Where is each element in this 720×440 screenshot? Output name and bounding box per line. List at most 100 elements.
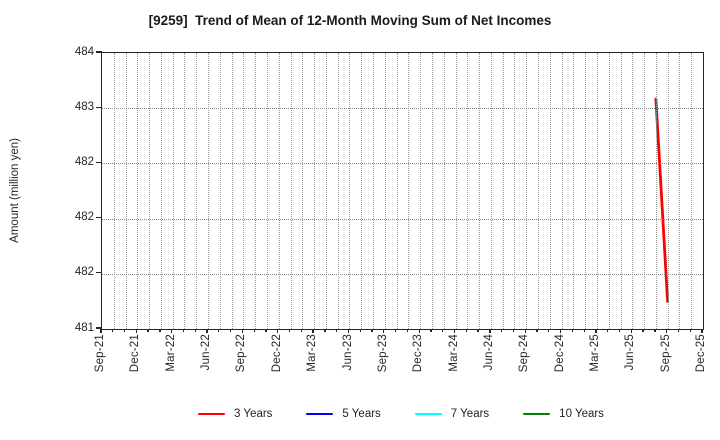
x-tick-label: Dec-23 xyxy=(412,334,425,373)
x-tick-mark xyxy=(477,329,479,332)
chart-title: [9259] Trend of Mean of 12-Month Moving … xyxy=(148,13,552,28)
x-tick-mark xyxy=(654,329,656,332)
x-tick-label: Sep-21 xyxy=(94,334,106,373)
gridline-vertical xyxy=(632,53,634,329)
y-tick-mark xyxy=(96,216,102,219)
gridline-vertical xyxy=(596,53,598,329)
gridline-vertical xyxy=(361,53,363,329)
x-tick-label: Jun-22 xyxy=(200,334,213,371)
legend-line-blue-icon xyxy=(306,412,334,416)
gridline-vertical xyxy=(208,53,210,329)
gridline-horizontal xyxy=(102,163,703,165)
gridline-vertical xyxy=(490,53,492,329)
legend-label: 10 Years xyxy=(559,408,604,420)
x-tick-mark xyxy=(489,329,491,334)
gridline-vertical xyxy=(538,53,540,329)
x-tick-mark xyxy=(288,329,291,332)
x-tick-label: Sep-23 xyxy=(376,334,389,373)
x-tick-label: Dec-25 xyxy=(695,334,707,373)
x-tick-mark xyxy=(371,329,373,332)
x-tick-label: Dec-24 xyxy=(553,334,566,373)
y-tick-label: 483 xyxy=(74,100,94,113)
gridline-vertical xyxy=(325,53,327,329)
x-tick-label: Mar-25 xyxy=(588,334,601,372)
gridline-vertical xyxy=(172,53,174,329)
gridline-vertical xyxy=(502,53,504,329)
y-tick-mark xyxy=(96,106,102,108)
x-tick-label: Jun-24 xyxy=(482,334,495,371)
gridline-vertical xyxy=(373,53,375,329)
x-tick-label: Sep-22 xyxy=(235,334,248,373)
y-tick-mark xyxy=(96,51,102,53)
x-tick-mark xyxy=(536,329,538,332)
gridline-horizontal xyxy=(102,273,703,275)
x-tick-mark xyxy=(312,329,314,334)
x-tick-mark xyxy=(265,329,267,332)
x-tick-mark xyxy=(182,329,185,332)
x-tick-mark xyxy=(277,329,279,334)
gridline-vertical xyxy=(219,53,221,329)
x-tick-mark xyxy=(112,329,114,332)
legend-line-cyan-icon xyxy=(414,412,442,416)
x-tick-mark xyxy=(383,329,385,334)
y-tick-mark xyxy=(96,161,102,164)
x-tick-mark xyxy=(618,329,621,332)
gridline-vertical xyxy=(549,53,551,329)
legend-line-green-icon xyxy=(523,412,551,416)
gridline-vertical xyxy=(266,53,268,329)
gridline-vertical xyxy=(349,53,351,329)
x-tick-mark xyxy=(194,329,196,332)
gridline-vertical xyxy=(231,53,233,329)
gridline-vertical xyxy=(278,53,280,329)
x-tick-mark xyxy=(418,329,420,334)
gridline-vertical xyxy=(691,53,693,329)
x-tick-mark xyxy=(135,329,138,334)
x-tick-mark xyxy=(453,329,456,334)
series-line-3-years xyxy=(654,97,669,303)
gridline-vertical xyxy=(679,53,681,329)
x-tick-mark xyxy=(524,329,526,334)
gridline-vertical xyxy=(255,53,257,329)
x-tick-label: Jun-25 xyxy=(624,334,637,371)
gridline-vertical xyxy=(561,53,563,329)
legend-label: 5 Years xyxy=(342,408,381,420)
x-tick-mark xyxy=(241,329,244,334)
x-tick-label: Sep-24 xyxy=(518,334,531,373)
gridline-horizontal xyxy=(102,108,703,110)
gridline-vertical xyxy=(585,53,587,329)
legend-line-red-icon xyxy=(198,412,226,416)
gridline-vertical xyxy=(184,53,186,329)
x-tick-mark xyxy=(394,329,397,332)
gridline-vertical xyxy=(667,53,669,329)
gridline-vertical xyxy=(314,53,316,329)
legend-label: 7 Years xyxy=(450,408,490,420)
x-tick-label: Mar-22 xyxy=(164,334,177,372)
x-tick-mark xyxy=(336,329,338,332)
legend: 3 Years 5 Years 7 Years 10 Years xyxy=(41,403,720,425)
legend-item-5-years: 5 Years xyxy=(306,408,381,420)
x-tick-mark xyxy=(206,329,208,334)
y-tick-label: 484 xyxy=(74,45,94,58)
y-tick-mark xyxy=(96,272,102,274)
gridline-vertical xyxy=(396,53,398,329)
x-tick-mark xyxy=(406,329,409,332)
x-tick-label: Dec-21 xyxy=(129,334,142,373)
legend-item-10-years: 10 Years xyxy=(523,408,604,420)
x-tick-mark xyxy=(630,329,632,334)
gridline-vertical xyxy=(137,53,139,329)
x-tick-mark xyxy=(229,329,232,332)
series-lines xyxy=(654,97,669,303)
gridline-vertical xyxy=(431,53,433,329)
gridline-vertical xyxy=(125,53,127,329)
y-tick-label: 482 xyxy=(74,266,94,279)
legend-item-3-years: 3 Years xyxy=(198,408,272,420)
gridline-vertical xyxy=(290,53,292,329)
y-axis-label-box: Amount (million yen) xyxy=(6,52,24,328)
gridline-vertical xyxy=(196,53,198,329)
gridline-vertical xyxy=(443,53,445,329)
gridline-vertical xyxy=(526,53,528,329)
gridline-vertical xyxy=(573,53,575,329)
x-tick-mark xyxy=(218,329,220,332)
y-tick-mark xyxy=(96,327,102,329)
